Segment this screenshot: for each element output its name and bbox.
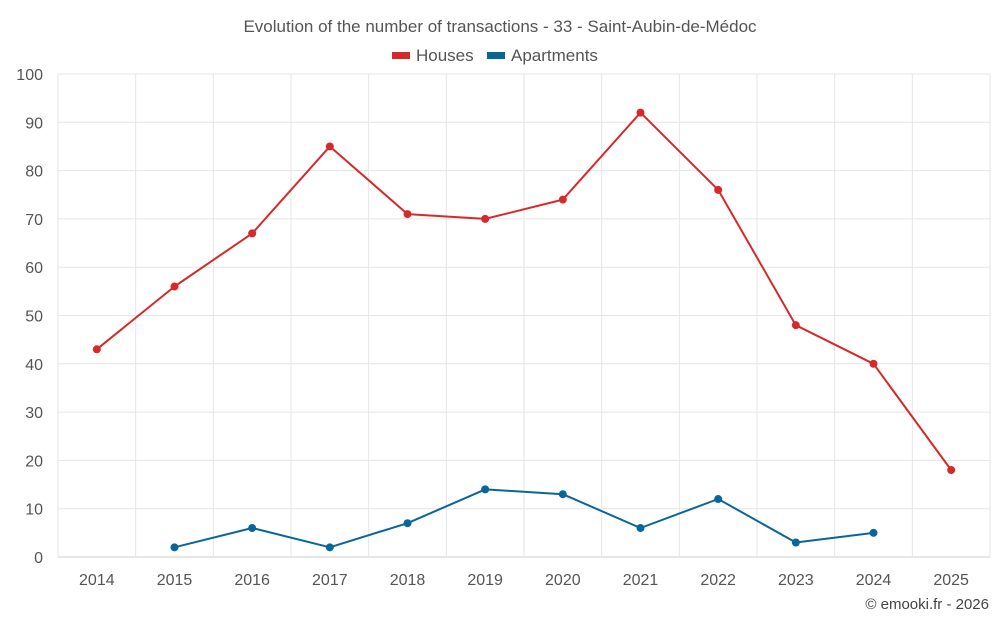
data-point-houses[interactable] bbox=[481, 214, 490, 223]
x-axis-ticks: 2014 2015 2016 2017 2018 2019 2020 2021 2022 2023… bbox=[79, 572, 969, 589]
data-point-apartments[interactable] bbox=[325, 543, 334, 552]
data-point-apartments[interactable] bbox=[481, 485, 490, 494]
y-tick-label: 30 bbox=[25, 405, 43, 422]
x-tick-label: 2021 bbox=[623, 572, 659, 589]
legend-label-apartments: Apartments bbox=[511, 46, 598, 65]
legend-label-houses: Houses bbox=[416, 46, 474, 65]
series-line-houses bbox=[96, 111, 953, 471]
data-point-houses[interactable] bbox=[636, 108, 645, 117]
data-point-apartments[interactable] bbox=[869, 528, 878, 537]
x-tick-label: 2019 bbox=[467, 572, 503, 589]
data-point-houses[interactable] bbox=[558, 195, 567, 204]
data-point-houses[interactable] bbox=[92, 345, 101, 354]
y-tick-label: 20 bbox=[25, 453, 43, 470]
data-point-houses[interactable] bbox=[869, 359, 878, 368]
data-point-apartments[interactable] bbox=[791, 538, 800, 547]
data-point-houses[interactable] bbox=[947, 466, 956, 475]
x-tick-label: 2022 bbox=[700, 572, 736, 589]
y-axis-ticks: 0 10 20 30 40 50 60 70 80 90 100 bbox=[16, 67, 43, 567]
y-tick-label: 100 bbox=[16, 67, 43, 84]
y-tick-label: 40 bbox=[25, 357, 43, 374]
data-point-houses[interactable] bbox=[248, 229, 257, 238]
gridlines bbox=[57, 73, 991, 558]
legend-item-houses[interactable]: Houses bbox=[392, 46, 474, 65]
series-line-apartments bbox=[174, 488, 874, 549]
y-tick-label: 50 bbox=[25, 309, 43, 326]
legend-item-apartments[interactable]: Apartments bbox=[487, 46, 598, 65]
data-point-houses[interactable] bbox=[714, 185, 723, 194]
x-tick-label: 2018 bbox=[390, 572, 426, 589]
x-tick-label: 2017 bbox=[312, 572, 348, 589]
x-tick-label: 2020 bbox=[545, 572, 581, 589]
y-tick-label: 10 bbox=[25, 502, 43, 519]
chart-title: Evolution of the number of transactions … bbox=[243, 17, 757, 36]
data-point-apartments[interactable] bbox=[248, 524, 257, 533]
data-point-houses[interactable] bbox=[325, 142, 334, 151]
data-point-apartments[interactable] bbox=[558, 490, 567, 499]
x-tick-label: 2023 bbox=[778, 572, 814, 589]
data-point-apartments[interactable] bbox=[714, 495, 723, 504]
legend-swatch-houses bbox=[392, 52, 410, 59]
data-point-houses[interactable] bbox=[170, 282, 179, 291]
y-tick-label: 70 bbox=[25, 212, 43, 229]
y-tick-label: 0 bbox=[34, 550, 43, 567]
legend: Houses Apartments bbox=[392, 46, 598, 65]
data-point-apartments[interactable] bbox=[403, 519, 412, 528]
x-tick-label: 2024 bbox=[856, 572, 892, 589]
x-tick-label: 2016 bbox=[234, 572, 270, 589]
y-tick-label: 80 bbox=[25, 164, 43, 181]
x-tick-label: 2014 bbox=[79, 572, 115, 589]
data-point-houses[interactable] bbox=[403, 210, 412, 219]
data-point-houses[interactable] bbox=[791, 321, 800, 330]
x-tick-label: 2015 bbox=[157, 572, 193, 589]
series bbox=[92, 108, 956, 552]
legend-swatch-apartments bbox=[487, 52, 505, 59]
y-tick-label: 90 bbox=[25, 115, 43, 132]
data-point-apartments[interactable] bbox=[170, 543, 179, 552]
data-point-apartments[interactable] bbox=[636, 524, 645, 533]
credit-text: © emooki.fr - 2026 bbox=[865, 596, 989, 613]
y-tick-label: 60 bbox=[25, 260, 43, 277]
x-tick-label: 2025 bbox=[933, 572, 969, 589]
